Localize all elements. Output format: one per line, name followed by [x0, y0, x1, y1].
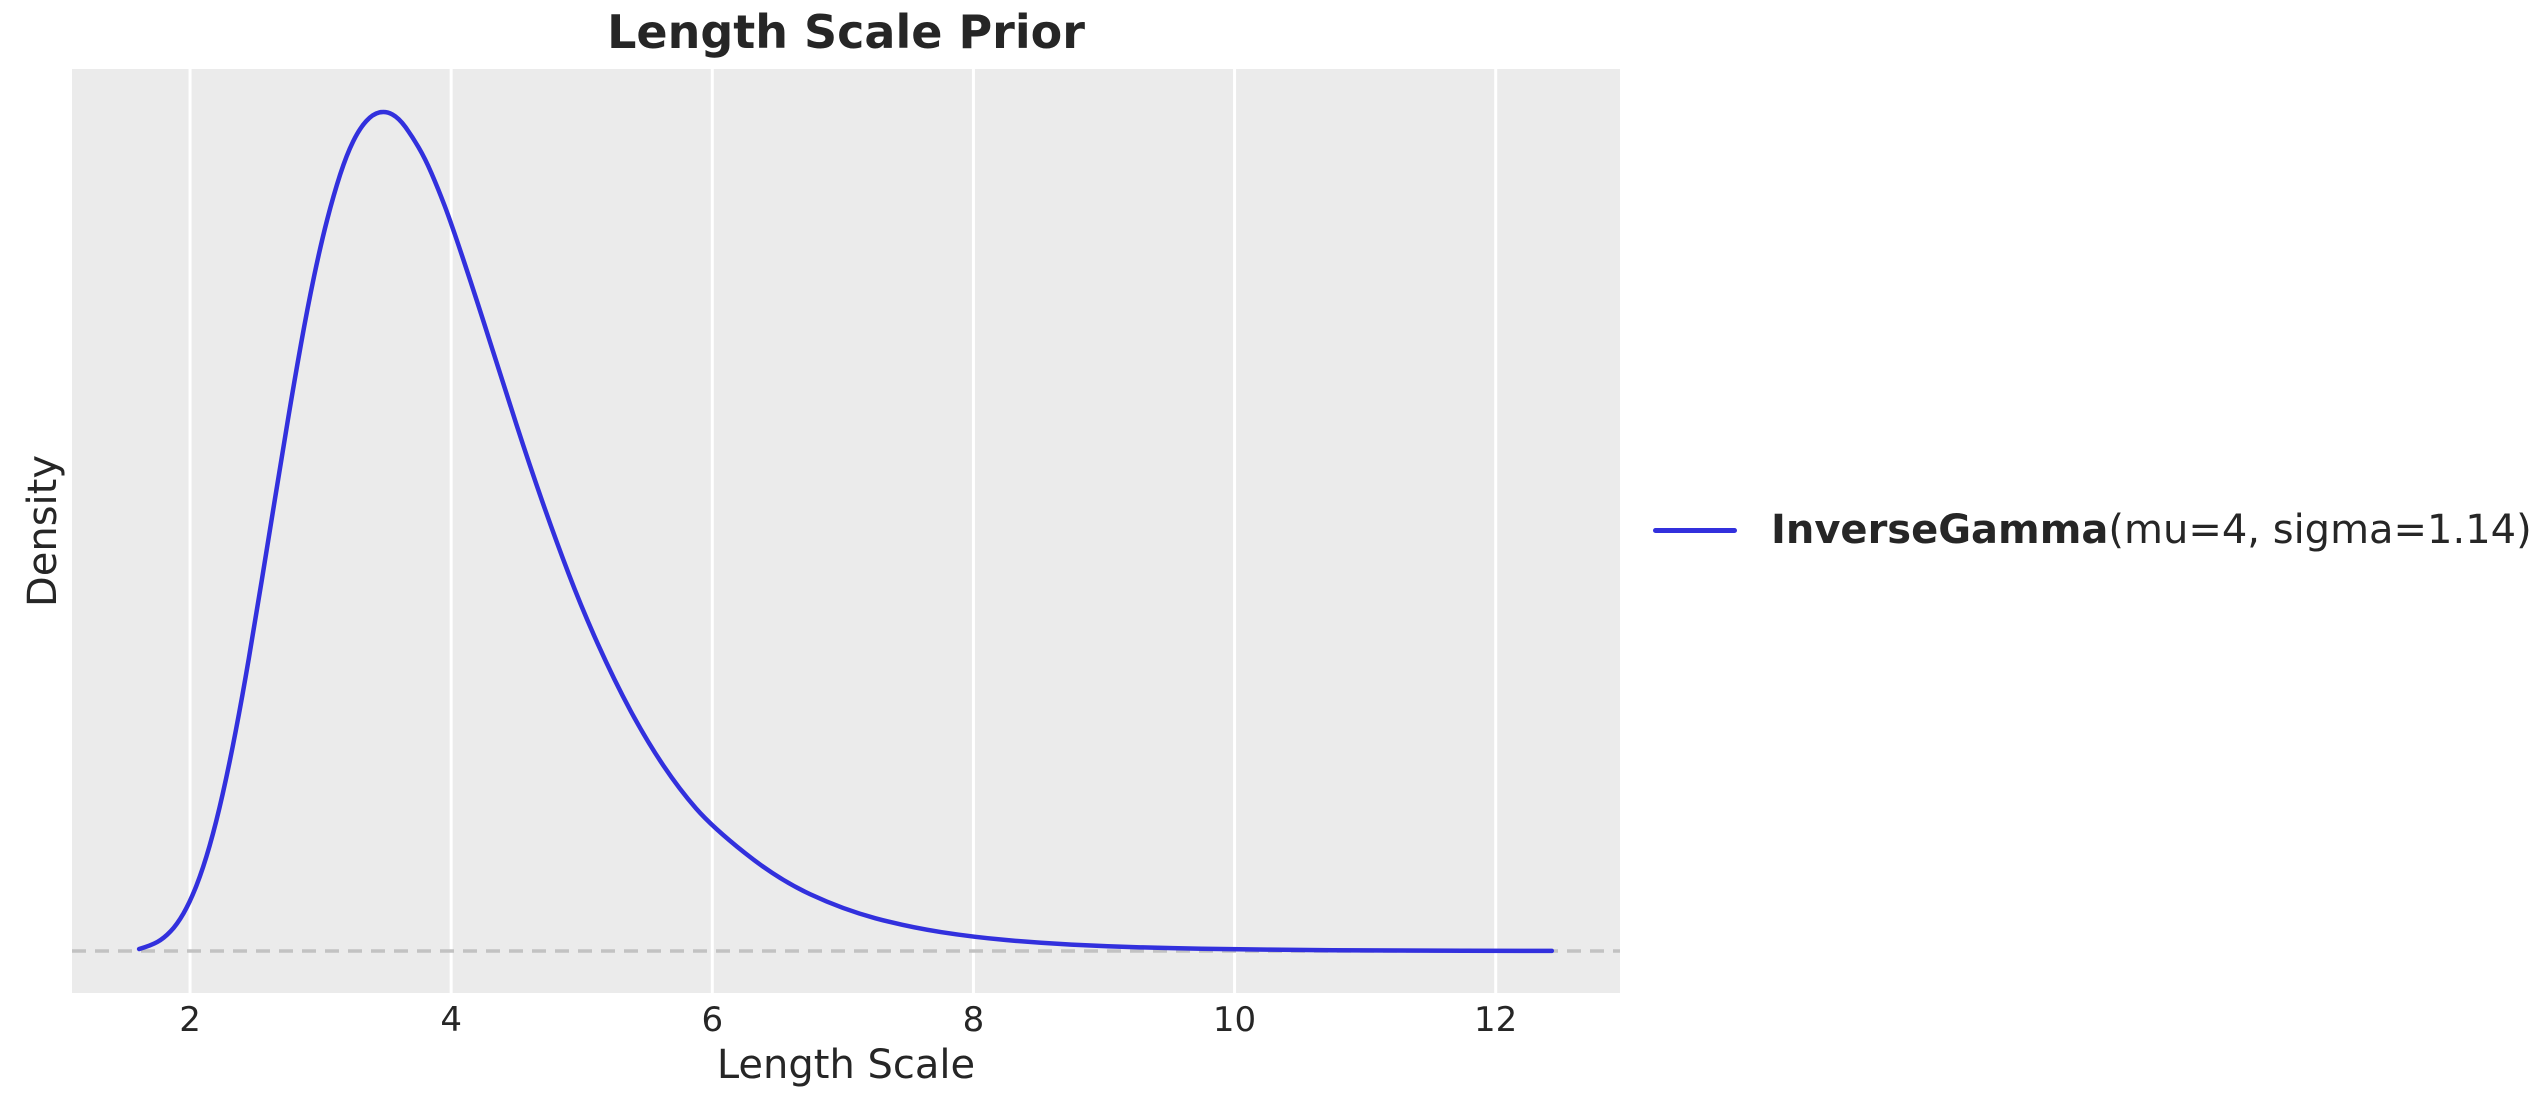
legend-label-name: InverseGamma	[1771, 507, 2109, 553]
x-tick-label: 6	[701, 1000, 724, 1040]
x-tick-label: 10	[1212, 1000, 1257, 1040]
x-tick-label: 4	[440, 1000, 462, 1040]
y-axis-label: Density	[20, 454, 66, 608]
x-tick-label: 12	[1474, 1000, 1518, 1040]
plot-canvas	[72, 69, 1620, 993]
x-tick-label: 8	[962, 1000, 985, 1040]
legend-line-swatch	[1653, 527, 1737, 533]
density-curve	[136, 109, 1555, 954]
legend: InverseGamma(mu=4, sigma=1.14)	[1653, 507, 2532, 553]
legend-label-params: (mu=4, sigma=1.14)	[2108, 507, 2532, 553]
x-tick-label: 2	[179, 1000, 201, 1040]
chart-title: Length Scale Prior	[607, 5, 1085, 59]
plot-area	[72, 69, 1620, 993]
x-axis-label: Length Scale	[716, 1042, 976, 1088]
legend-label: InverseGamma(mu=4, sigma=1.14)	[1771, 507, 2532, 553]
